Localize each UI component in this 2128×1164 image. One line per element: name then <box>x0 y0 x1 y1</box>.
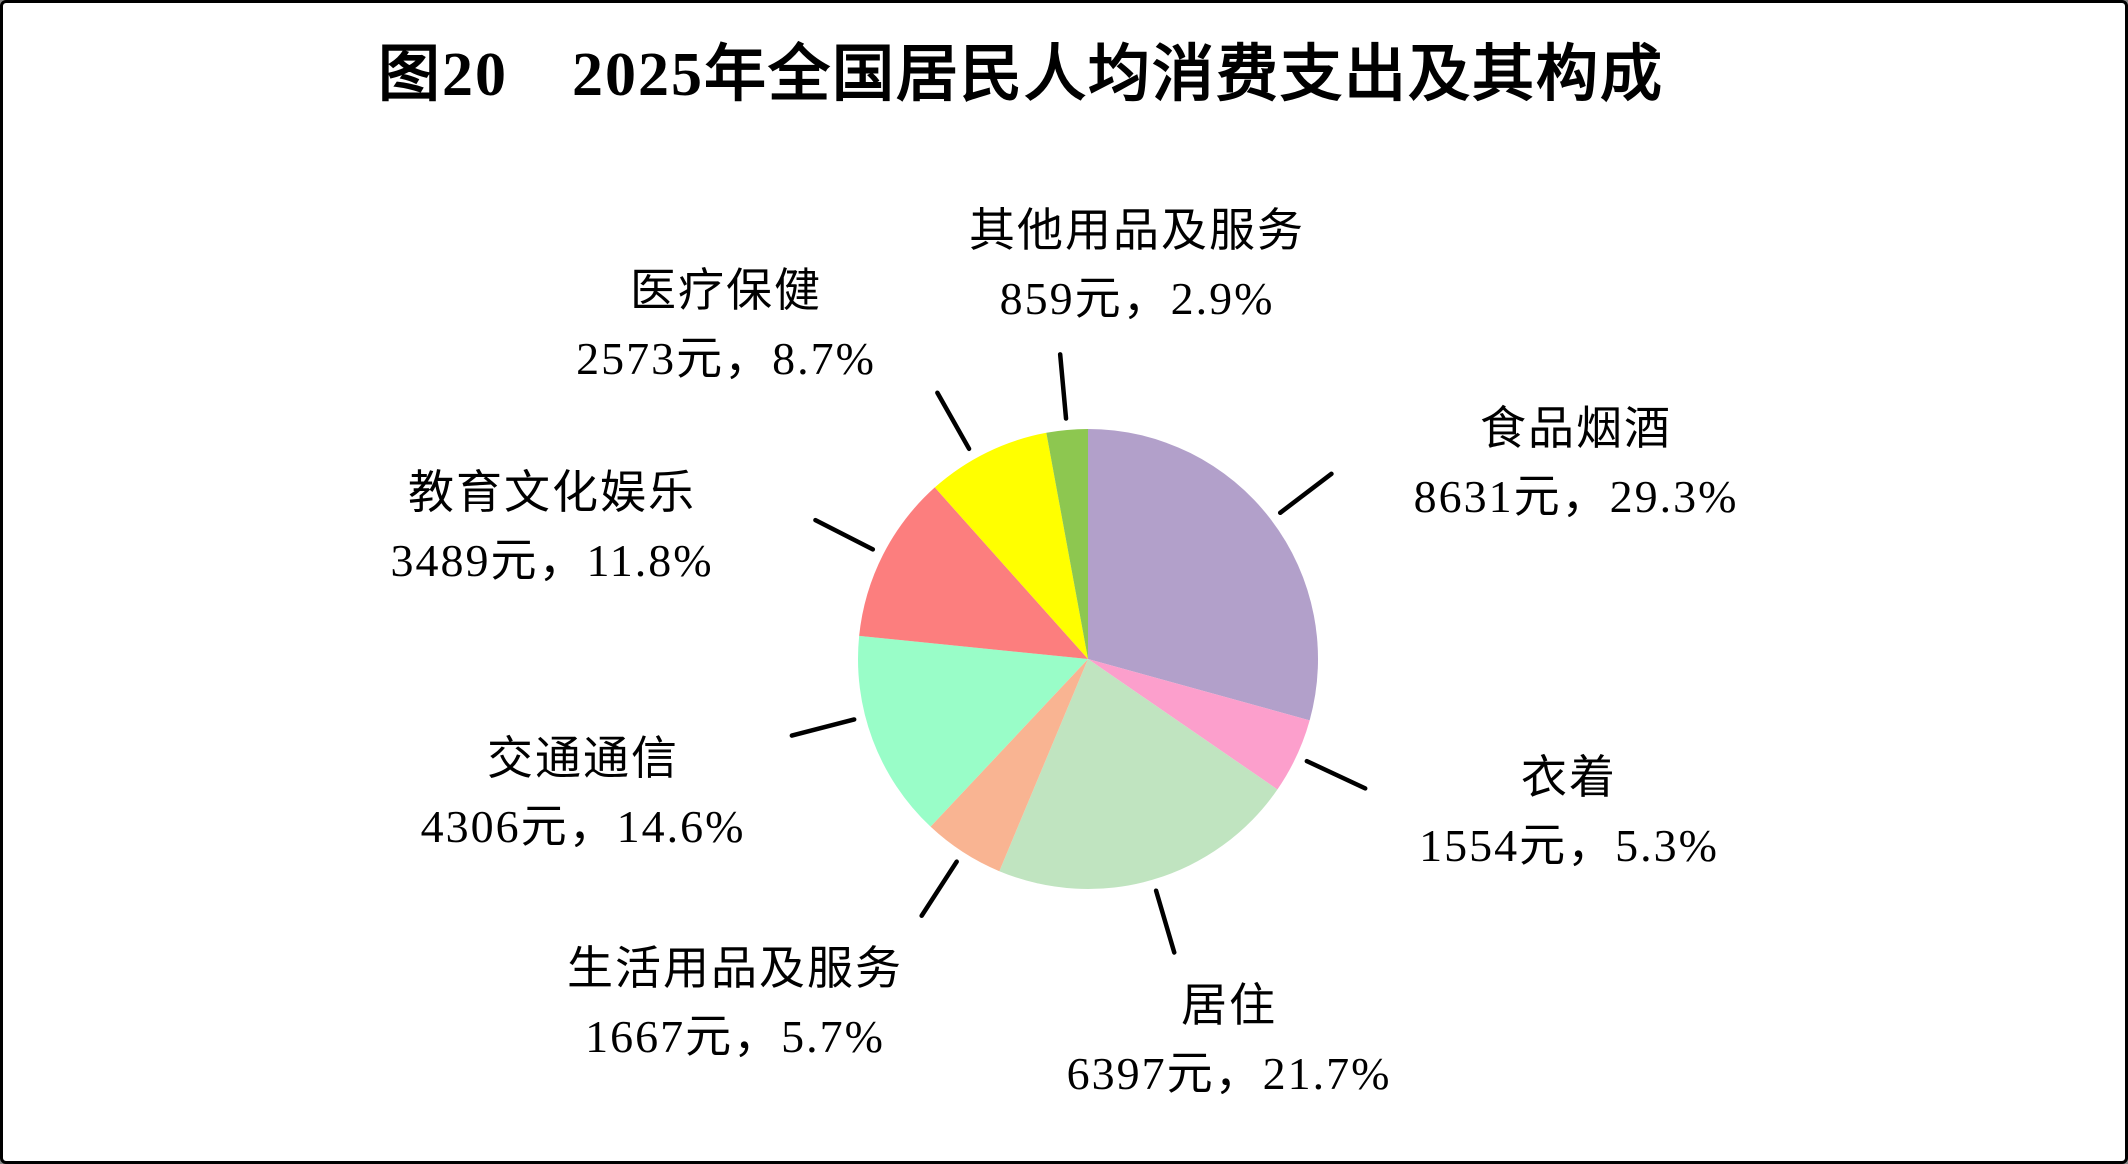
pie-slice-daily-goods <box>930 659 1088 872</box>
pie-label-medical: 医疗保健 2573元，8.7% <box>576 257 876 393</box>
leader-line-housing <box>1153 888 1177 955</box>
leader-line-education <box>813 517 876 552</box>
pie-label-value: 1667元，5.7% <box>585 1011 885 1062</box>
pie-label-value: 4306元，14.6% <box>420 801 746 852</box>
pie-label-other: 其他用品及服务 859元，2.9% <box>969 197 1305 333</box>
leader-line-clothing <box>1304 758 1368 791</box>
pie-label-food: 食品烟酒 8631元，29.3% <box>1414 395 1739 531</box>
pie-label-name: 衣着 <box>1520 752 1617 803</box>
pie-label-value: 8631元，29.3% <box>1413 471 1739 522</box>
pie-label-education: 教育文化娱乐 3489元，11.8% <box>390 459 713 595</box>
leader-line-medical <box>935 390 972 452</box>
pie-slice-transport <box>857 635 1088 827</box>
chart-title: 图20 2025年全国居民人均消费支出及其构成 <box>377 41 1665 109</box>
pie-label-daily-goods: 生活用品及服务 1667元，5.7% <box>567 935 903 1071</box>
pie-label-value: 859元，2.9% <box>999 273 1275 324</box>
pie-label-name: 交通通信 <box>486 733 679 784</box>
pie-label-name: 生活用品及服务 <box>567 943 903 994</box>
pie-label-clothing: 衣着 1554元，5.3% <box>1419 744 1719 880</box>
leader-line-food <box>1277 471 1334 516</box>
pie-label-name: 其他用品及服务 <box>969 205 1305 256</box>
pie-label-housing: 居住 6397元，21.7% <box>1067 972 1392 1108</box>
pie-slice-housing <box>999 659 1278 889</box>
pie-label-value: 2573元，8.7% <box>576 333 876 384</box>
pie-slice-medical <box>934 432 1088 659</box>
pie-slice-food <box>1088 428 1319 721</box>
pie-label-name: 居住 <box>1180 980 1277 1031</box>
pie-label-value: 3489元，11.8% <box>390 535 714 586</box>
pie-slice-clothing <box>1088 659 1310 790</box>
pie-label-name: 食品烟酒 <box>1479 403 1672 454</box>
pie-label-value: 1554元，5.3% <box>1419 820 1719 871</box>
pie-label-name: 教育文化娱乐 <box>408 467 696 518</box>
pie-label-name: 医疗保健 <box>629 265 822 316</box>
pie-chart <box>789 352 1368 955</box>
pie-slice-education <box>859 487 1088 659</box>
leader-line-daily-goods <box>919 859 959 918</box>
pie-slice-other <box>1046 429 1088 659</box>
leader-line-other <box>1057 352 1069 421</box>
pie-label-transport: 交通通信 4306元，14.6% <box>421 725 746 861</box>
pie-label-value: 6397元，21.7% <box>1066 1048 1392 1099</box>
leader-line-transport <box>789 717 857 738</box>
